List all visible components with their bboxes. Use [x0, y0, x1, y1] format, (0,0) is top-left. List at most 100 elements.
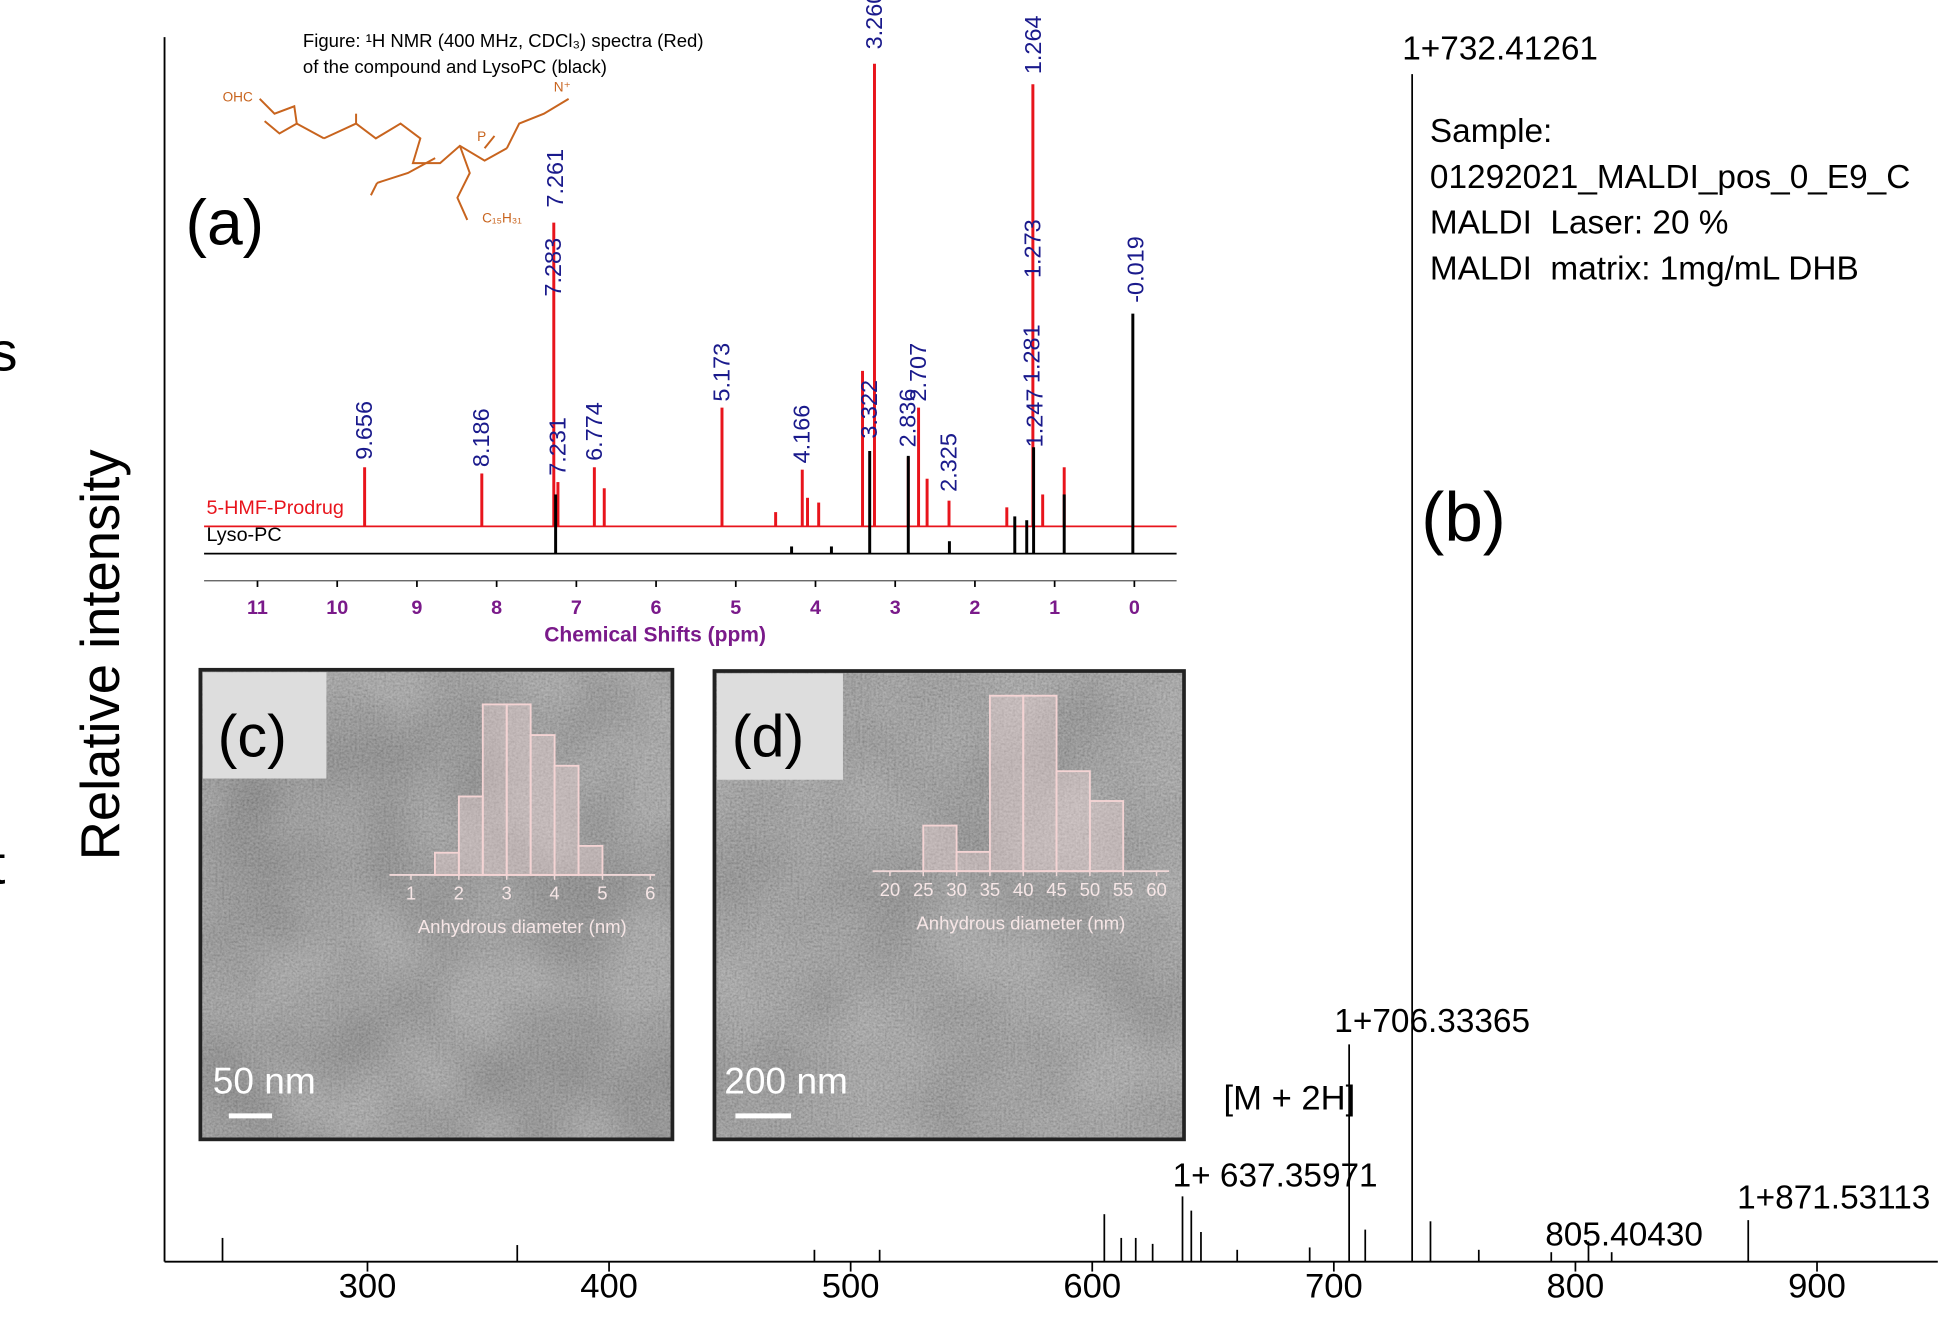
scale-bar-label: 200 nm	[724, 1060, 848, 1102]
hist-bar	[955, 850, 991, 873]
scale-bar-label: 50 nm	[213, 1060, 316, 1102]
x-tick-label: 300	[339, 1268, 397, 1306]
x-tick-label: 10	[326, 597, 348, 619]
x-tick-label: 1	[406, 883, 416, 904]
annotation: [M + 2H]	[1224, 1080, 1356, 1118]
x-tick-label: 7	[571, 597, 582, 619]
x-tick-label: 3	[890, 597, 901, 619]
peak-label: 2.707	[905, 343, 931, 402]
x-tick-label: 2	[969, 597, 980, 619]
chemical-structure	[258, 98, 570, 221]
sample-info: MALDI Laser: 20 %	[1430, 205, 1729, 242]
peak-label: 6.774	[581, 402, 607, 461]
panel-label: (d)	[732, 702, 804, 769]
hist-bar	[1022, 694, 1058, 873]
x-tick-label: 800	[1547, 1268, 1605, 1306]
caption: of the compound and LysoPC (black)	[303, 56, 607, 77]
peak-label: 1.247	[1021, 389, 1047, 448]
peak-label: 8.186	[468, 408, 494, 467]
x-tick-label: 600	[1063, 1268, 1121, 1306]
peak-annotation: 1+706.33365	[1334, 1003, 1530, 1040]
sample-info: MALDI matrix: 1mg/mL DHB	[1430, 250, 1859, 287]
structure-label: OHC	[223, 89, 253, 104]
x-tick-label: 25	[913, 879, 934, 900]
caption: Figure: ¹H NMR (400 MHz, CDCl₃) spectra …	[303, 30, 704, 51]
peak-label: 1.264	[1020, 15, 1046, 74]
x-tick-label: 6	[645, 883, 655, 904]
panel-label: (c)	[218, 702, 287, 769]
x-tick-label: 1	[1049, 597, 1060, 619]
structure-label: P	[477, 129, 486, 144]
tem-image-d	[712, 669, 1186, 1142]
hist-bar	[433, 851, 460, 876]
cropped-text: t	[0, 835, 5, 896]
x-axis-label: Anhydrous diameter (nm)	[916, 912, 1125, 933]
peak-label: 7.261	[542, 149, 568, 208]
peak-label: 2.836	[895, 389, 921, 448]
x-tick-label: 500	[822, 1268, 880, 1306]
x-tick-label: 700	[1305, 1268, 1363, 1306]
peak-annotation: 1+871.53113	[1737, 1180, 1930, 1217]
tem-image-c	[198, 667, 675, 1142]
x-tick-label: 2	[454, 883, 464, 904]
peak-label: 1.281	[1019, 324, 1045, 383]
hist-bar	[577, 844, 604, 876]
hist-bar	[457, 795, 484, 876]
x-tick-label: 900	[1788, 1268, 1846, 1306]
x-tick-label: 4	[549, 883, 559, 904]
x-tick-label: 50	[1080, 879, 1101, 900]
hist-bar	[553, 764, 580, 876]
legend-label: 5-HMF-Prodrug	[207, 497, 344, 519]
x-tick-label: 30	[946, 879, 967, 900]
peak-annotation: 1+ 637.35971	[1173, 1157, 1378, 1194]
sample-info: Sample:	[1430, 113, 1552, 150]
x-tick-label: 400	[580, 1268, 638, 1306]
hist-bar	[1088, 800, 1125, 873]
peak-label: 4.166	[789, 405, 815, 464]
x-tick-label: 11	[247, 597, 268, 619]
peak-label: 2.325	[935, 433, 961, 492]
x-tick-label: 40	[1013, 879, 1034, 900]
x-tick-label: 8	[491, 597, 502, 619]
peak-label: 5.173	[708, 343, 734, 402]
x-tick-label: 0	[1129, 597, 1140, 619]
hist-bar	[529, 734, 556, 876]
x-tick-label: 3	[502, 883, 512, 904]
x-tick-label: 35	[980, 879, 1001, 900]
x-axis-label: Anhydrous diameter (nm)	[418, 916, 627, 937]
hist-bar	[481, 703, 508, 876]
x-tick-label: 55	[1113, 879, 1134, 900]
peak-label: 9.656	[351, 401, 377, 460]
x-tick-label: 5	[597, 883, 607, 904]
legend-label: Lyso-PC	[207, 524, 282, 546]
x-tick-label: 60	[1146, 879, 1167, 900]
x-tick-label: 5	[730, 597, 741, 619]
peak-label: 7.231	[544, 417, 570, 476]
peak-label: -0.019	[1122, 236, 1148, 303]
hist-bar	[1055, 770, 1091, 873]
x-axis-label: Chemical Shifts (ppm)	[544, 623, 766, 646]
peak-label: 1.273	[1019, 219, 1045, 278]
y-axis-label: Relative intensity	[70, 449, 131, 861]
panel-label: (a)	[186, 187, 265, 259]
hist-bar	[505, 703, 532, 876]
peak-label: 3.322	[856, 380, 882, 439]
x-tick-label: 4	[810, 597, 821, 619]
peak-annotation: 805.40430	[1545, 1217, 1703, 1254]
x-tick-label: 6	[651, 597, 662, 619]
x-tick-label: 9	[411, 597, 422, 619]
cropped-text: s	[0, 322, 17, 383]
peak-label: 3.260	[861, 0, 887, 49]
hist-bar	[988, 694, 1025, 873]
x-tick-label: 20	[880, 879, 901, 900]
sample-info: 01292021_MALDI_pos_0_E9_C	[1430, 159, 1910, 196]
peak-annotation: 1+732.41261	[1402, 30, 1598, 67]
x-tick-label: 45	[1046, 879, 1067, 900]
structure-label: N⁺	[554, 79, 571, 94]
panel-label: (b)	[1421, 478, 1506, 556]
hist-bar	[922, 824, 958, 873]
peak-label: 7.283	[540, 238, 566, 297]
structure-label: C₁₅H₃₁	[482, 210, 522, 225]
